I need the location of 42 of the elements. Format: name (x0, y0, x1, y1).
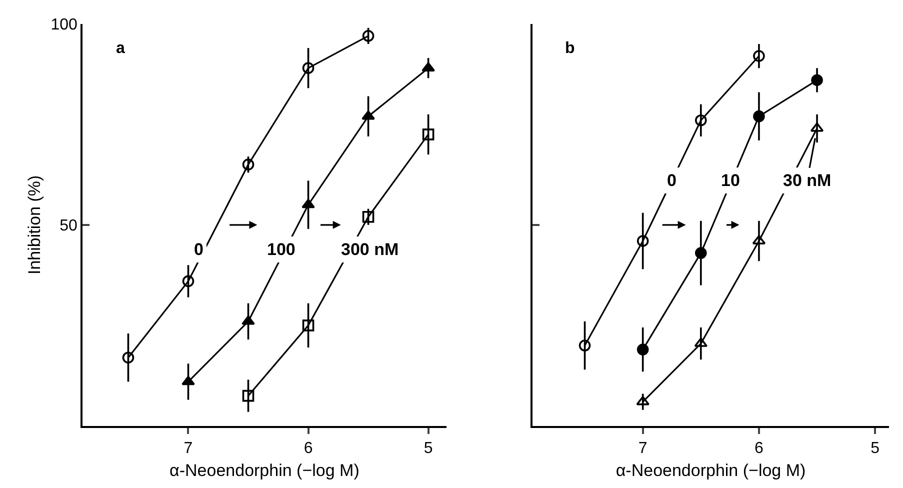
annotation: 10 (721, 171, 740, 190)
point (302, 62, 314, 74)
x-tick-label: 6 (304, 440, 313, 458)
annotation: 30 nM (783, 171, 832, 190)
point (362, 210, 374, 223)
point (811, 74, 823, 86)
x-tick-label: 7 (184, 440, 193, 458)
point (182, 376, 195, 386)
point (636, 396, 650, 406)
point (362, 110, 375, 120)
y-axis-title: Inhibition (%) (24, 175, 44, 274)
x-tick-label: 5 (424, 440, 433, 458)
point (182, 275, 194, 288)
annotation: 0 (667, 171, 676, 190)
point (753, 110, 765, 122)
x-tick-label: 5 (870, 440, 880, 458)
x-axis-title: α-Neoendorphin (−log M) (616, 461, 806, 480)
annotation: 300 nM (341, 240, 399, 259)
y-tick-label: 50 (60, 217, 78, 234)
annotation: b (565, 40, 575, 57)
point (636, 235, 649, 247)
x-tick-label: 6 (754, 440, 764, 458)
point (695, 247, 707, 259)
point (242, 158, 254, 170)
point (422, 128, 434, 140)
annotation: 0 (194, 240, 204, 259)
point (302, 198, 315, 208)
point (578, 340, 591, 352)
annotation: 100 (267, 240, 296, 259)
point (422, 62, 435, 72)
point (242, 316, 255, 325)
point (302, 320, 314, 332)
point (810, 122, 824, 132)
x-axis-title: α-Neoendorphin (−log M) (170, 461, 360, 480)
x-tick-label: 7 (638, 440, 648, 458)
annotation: a (116, 40, 125, 57)
point (753, 50, 765, 62)
point (122, 352, 134, 364)
point (695, 114, 707, 126)
point (636, 344, 649, 356)
point (362, 30, 374, 42)
point (242, 390, 254, 402)
